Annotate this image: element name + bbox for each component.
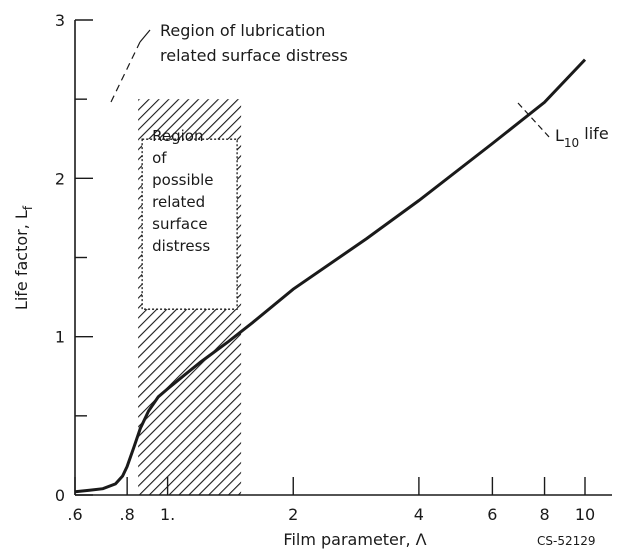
figure-code: CS-52129 xyxy=(537,534,596,548)
lubrication-region-label-2: related surface distress xyxy=(160,46,348,65)
lubrication-region-label-1: Region of lubrication xyxy=(160,21,325,40)
y-axis-label: Life factor, Lf xyxy=(12,205,35,310)
x-tick-label: 1. xyxy=(160,505,175,524)
svg-text:Life factor, Lf: Life factor, Lf xyxy=(12,205,35,310)
y-axis-label-sub: f xyxy=(21,205,35,210)
possible-region-line: possible xyxy=(152,171,213,189)
possible-region-line: Region xyxy=(152,127,203,145)
x-axis-label: Film parameter, Λ xyxy=(283,530,426,549)
y-tick-label: 1 xyxy=(55,328,65,347)
x-tick-label: 8 xyxy=(539,505,549,524)
y-axis-label-main: Life factor, L xyxy=(12,210,31,310)
possible-distress-label: Region of possible related surface distr… xyxy=(152,127,213,255)
l10-label-main: L xyxy=(555,126,564,145)
lubrication-leader-line xyxy=(110,41,141,103)
possible-region-line: surface xyxy=(152,215,207,233)
possible-region-line: distress xyxy=(152,237,210,255)
l10-life-curve xyxy=(74,58,587,494)
y-tick-label: 0 xyxy=(55,486,65,505)
possible-distress-text-box xyxy=(141,138,238,310)
x-tick-label: .6 xyxy=(67,505,82,524)
l10-label-suffix: life xyxy=(579,124,608,143)
l10-label-sub: 10 xyxy=(564,136,579,150)
x-ticks: .6 .8 1. 2 4 6 8 10 xyxy=(67,477,595,524)
y-tick-label: 2 xyxy=(55,169,65,188)
x-tick-label: 2 xyxy=(288,505,298,524)
x-tick-label: .8 xyxy=(120,505,135,524)
x-tick-label: 4 xyxy=(414,505,424,524)
x-tick-label: 10 xyxy=(575,505,595,524)
possible-region-line: of xyxy=(152,149,167,167)
x-tick-label: 6 xyxy=(487,505,497,524)
l10-leader-line xyxy=(517,102,551,139)
lubrication-leader-tick xyxy=(139,29,151,43)
l10-life-label: L10 life xyxy=(555,124,609,150)
y-ticks: 0 1 2 3 xyxy=(55,11,93,505)
possible-region-line: related xyxy=(152,193,205,211)
y-tick-label: 3 xyxy=(55,11,65,30)
